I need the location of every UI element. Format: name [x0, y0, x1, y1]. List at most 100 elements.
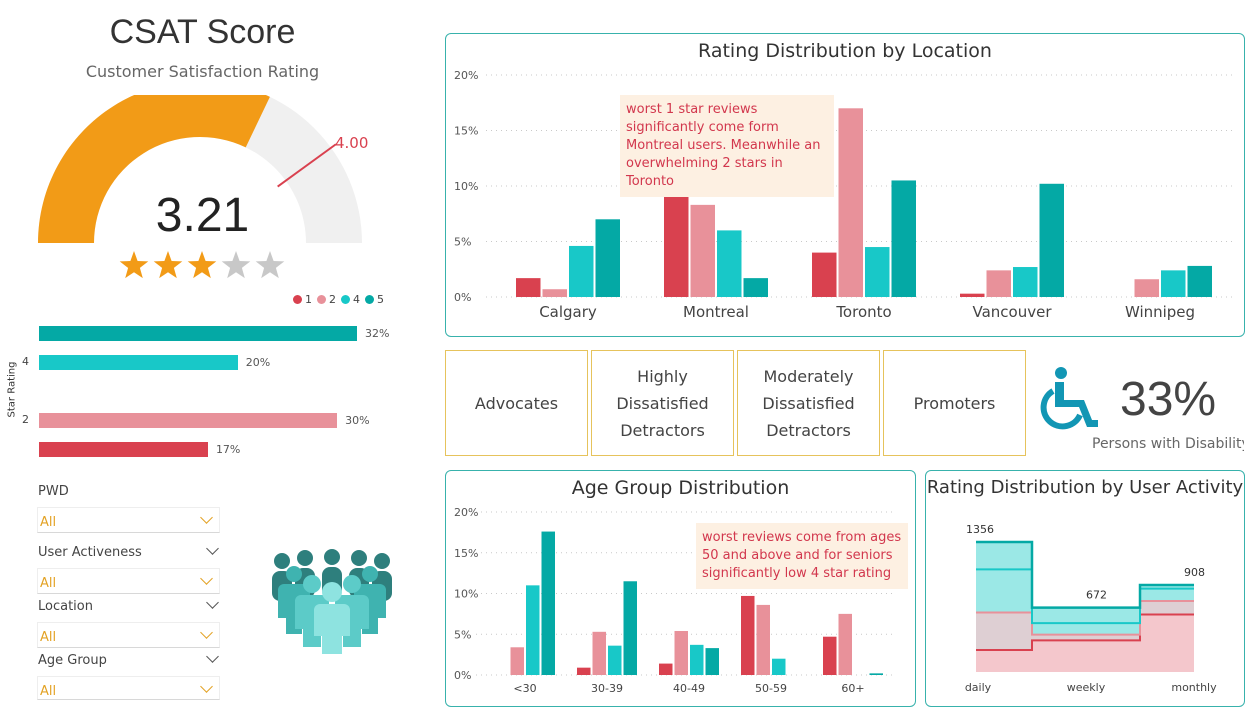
bar-Vancouver-4[interactable] — [1013, 267, 1038, 297]
total-label: 1356 — [966, 523, 994, 536]
star-bar-2[interactable] — [39, 413, 337, 428]
x-tick-label: Vancouver — [973, 303, 1053, 321]
bar-40-49-4[interactable] — [690, 644, 704, 675]
legend-label: 4 — [353, 293, 360, 306]
y-tick-label: 15% — [454, 125, 478, 138]
star-icon — [153, 251, 183, 279]
bar-40-49-2[interactable] — [674, 630, 689, 675]
bar-40-49-1[interactable] — [659, 663, 673, 675]
bar-60+-5[interactable] — [869, 673, 884, 675]
bar-Winnipeg-4[interactable] — [1161, 270, 1186, 297]
kpi-promoters[interactable]: Promoters — [883, 350, 1026, 456]
gauge-fill — [38, 95, 270, 243]
filter-pwd-label: PWD — [38, 484, 69, 499]
bar-30-39-5[interactable] — [623, 581, 638, 675]
x-tick-label: Calgary — [539, 303, 597, 321]
kpi-moderately-dissatisfied-label: Moderately Dissatisfied Detractors — [762, 366, 855, 440]
bar-Toronto-4[interactable] — [865, 247, 890, 297]
bar-40-49-5[interactable] — [705, 648, 720, 675]
x-tick-label: monthly — [1171, 681, 1217, 694]
bar-Vancouver-1[interactable] — [960, 293, 985, 297]
filter-activeness-value: All — [40, 576, 57, 591]
chevron-down-icon[interactable] — [206, 596, 219, 609]
kpi-advocates[interactable]: Advocates — [445, 350, 588, 456]
gauge-subtitle: Customer Satisfaction Rating — [85, 62, 320, 81]
age-annotation: worst reviews come from ages 50 and abov… — [696, 523, 908, 589]
total-label: 908 — [1184, 566, 1205, 579]
bar-Calgary-5[interactable] — [595, 219, 621, 297]
filter-pwd-dropdown[interactable]: All — [37, 507, 220, 533]
activity-area-chart: 1356 672 908 daily weekly monthly — [965, 523, 1217, 694]
bar-Calgary-2[interactable] — [542, 289, 568, 297]
bar-Winnipeg-2[interactable] — [1134, 279, 1160, 297]
filter-age-value: All — [40, 684, 57, 699]
x-tick-label: 50-59 — [755, 682, 787, 695]
star-bar-label: 17% — [215, 443, 241, 456]
chevron-down-icon[interactable] — [206, 542, 219, 555]
star-icon — [119, 251, 149, 279]
kpi-moderately-dissatisfied[interactable]: Moderately Dissatisfied Detractors — [737, 350, 880, 456]
star-legend: 1 2 4 5 — [288, 293, 384, 306]
legend-dot — [341, 295, 350, 304]
y-tick-label: 5% — [454, 628, 471, 641]
bar-50-59-4[interactable] — [772, 658, 786, 675]
bar-Calgary-1[interactable] — [516, 278, 541, 297]
y-tick-label: 15% — [454, 547, 478, 560]
location-chart-title: Rating Distribution by Location — [698, 40, 992, 62]
x-tick-label: 60+ — [841, 682, 864, 695]
filter-activeness-dropdown[interactable]: All — [37, 568, 220, 594]
line-1 — [976, 613, 1194, 651]
star-bar-1[interactable] — [39, 442, 208, 457]
age-bar-chart: 0% 5% 10% 15% 20% <30 30-39 40-49 50-59 60+ — [454, 506, 894, 695]
bar-Montreal-1[interactable] — [664, 179, 689, 297]
area-1[interactable] — [976, 614, 1194, 672]
bar-30-39-2[interactable] — [592, 631, 607, 675]
x-tick-label: <30 — [513, 682, 536, 695]
bar-Toronto-5[interactable] — [891, 180, 917, 297]
age-chart-title: Age Group Distribution — [571, 477, 790, 499]
bar-50-59-1[interactable] — [741, 595, 755, 675]
filter-location-dropdown[interactable]: All — [37, 622, 220, 648]
bar-60+-1[interactable] — [823, 636, 837, 675]
star-rating — [118, 250, 290, 282]
bar-Toronto-1[interactable] — [812, 252, 837, 297]
bar-<30-4[interactable] — [526, 585, 540, 675]
star-bar-5[interactable] — [39, 326, 357, 341]
bar-Montreal-2[interactable] — [690, 204, 716, 297]
legend-dot — [365, 295, 374, 304]
bar-Montreal-4[interactable] — [717, 230, 742, 297]
chevron-down-icon[interactable] — [206, 650, 219, 663]
y-tick-label: 20% — [454, 506, 478, 519]
csat-gauge: 4.00 — [38, 95, 368, 243]
legend-label: 5 — [377, 293, 384, 306]
bar-50-59-2[interactable] — [756, 604, 771, 675]
gauge-value: 3.21 — [155, 189, 250, 242]
star-icon — [187, 251, 217, 279]
filter-age-dropdown[interactable]: All — [37, 676, 220, 700]
x-tick-label: Montreal — [683, 303, 749, 321]
bar-Vancouver-5[interactable] — [1039, 183, 1065, 297]
bar-60+-2[interactable] — [838, 613, 853, 675]
y-tick-label: 20% — [454, 69, 478, 82]
wheelchair-icon — [1040, 367, 1098, 430]
bar-Vancouver-2[interactable] — [986, 270, 1012, 297]
bar-<30-5[interactable] — [541, 531, 556, 675]
gauge-target-label: 4.00 — [335, 134, 368, 152]
gauge-title: CSAT Score — [109, 13, 296, 51]
kpi-advocates-label: Advocates — [474, 393, 559, 413]
disability-label: Persons with Disability — [1092, 436, 1244, 452]
bar-Calgary-4[interactable] — [569, 245, 594, 297]
chevron-down-icon — [200, 572, 213, 585]
bar-<30-2[interactable] — [510, 647, 525, 675]
star-bar-4[interactable] — [39, 355, 238, 370]
bar-Toronto-2[interactable] — [838, 108, 864, 297]
bar-Winnipeg-5[interactable] — [1187, 265, 1213, 297]
x-tick-label: weekly — [1067, 681, 1106, 694]
bar-30-39-4[interactable] — [608, 645, 622, 675]
filter-activeness-label: User Activeness — [38, 545, 142, 560]
bar-30-39-1[interactable] — [577, 667, 591, 675]
kpi-highly-dissatisfied[interactable]: Highly Dissatisfied Detractors — [591, 350, 734, 456]
bar-Montreal-5[interactable] — [743, 278, 769, 297]
x-tick-label: daily — [965, 681, 992, 694]
gauge-target-marker — [277, 143, 337, 188]
